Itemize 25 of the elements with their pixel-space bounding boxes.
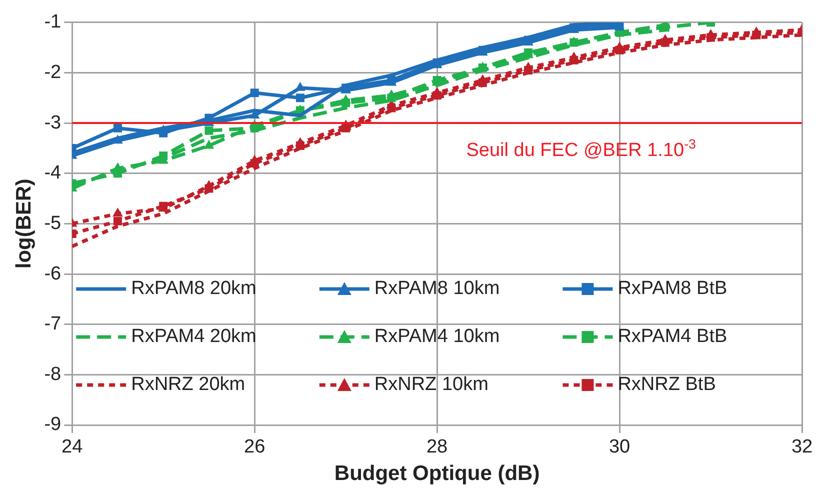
legend-label: RxPAM8 20km	[131, 278, 256, 300]
legend-label: RxNRZ 20km	[131, 374, 246, 396]
x-tick-label: 26	[244, 436, 266, 458]
y-tick-label: -8	[44, 364, 62, 385]
y-tick-label: -5	[44, 212, 62, 234]
legend-label: RxPAM8 BtB	[618, 278, 728, 300]
y-tick-label: -4	[44, 162, 62, 184]
y-tick-label: -1	[44, 12, 62, 33]
legend-label: RxNRZ 10km	[374, 374, 488, 396]
legend-label: RxNRZ BtB	[618, 374, 716, 396]
legend-label: RxPAM4 BtB	[618, 326, 728, 348]
x-tick-label: 28	[426, 436, 448, 458]
x-tick-label: 24	[62, 436, 84, 458]
y-tick-label: -2	[44, 62, 62, 83]
x-tick-label: 30	[608, 436, 630, 458]
legend-label: RxPAM4 20km	[131, 326, 256, 348]
legend-label: RxPAM8 10km	[374, 278, 500, 300]
y-tick-label: -9	[44, 414, 62, 436]
legend-label: RxPAM4 10km	[374, 326, 500, 348]
y-axis-title: log(BER)	[12, 178, 36, 269]
y-tick-label: -6	[44, 263, 62, 284]
y-tick-label: -7	[44, 314, 62, 335]
x-axis-title: Budget Optique (dB)	[334, 462, 540, 486]
y-tick-label: -3	[44, 112, 62, 134]
x-tick-label: 32	[791, 436, 813, 458]
